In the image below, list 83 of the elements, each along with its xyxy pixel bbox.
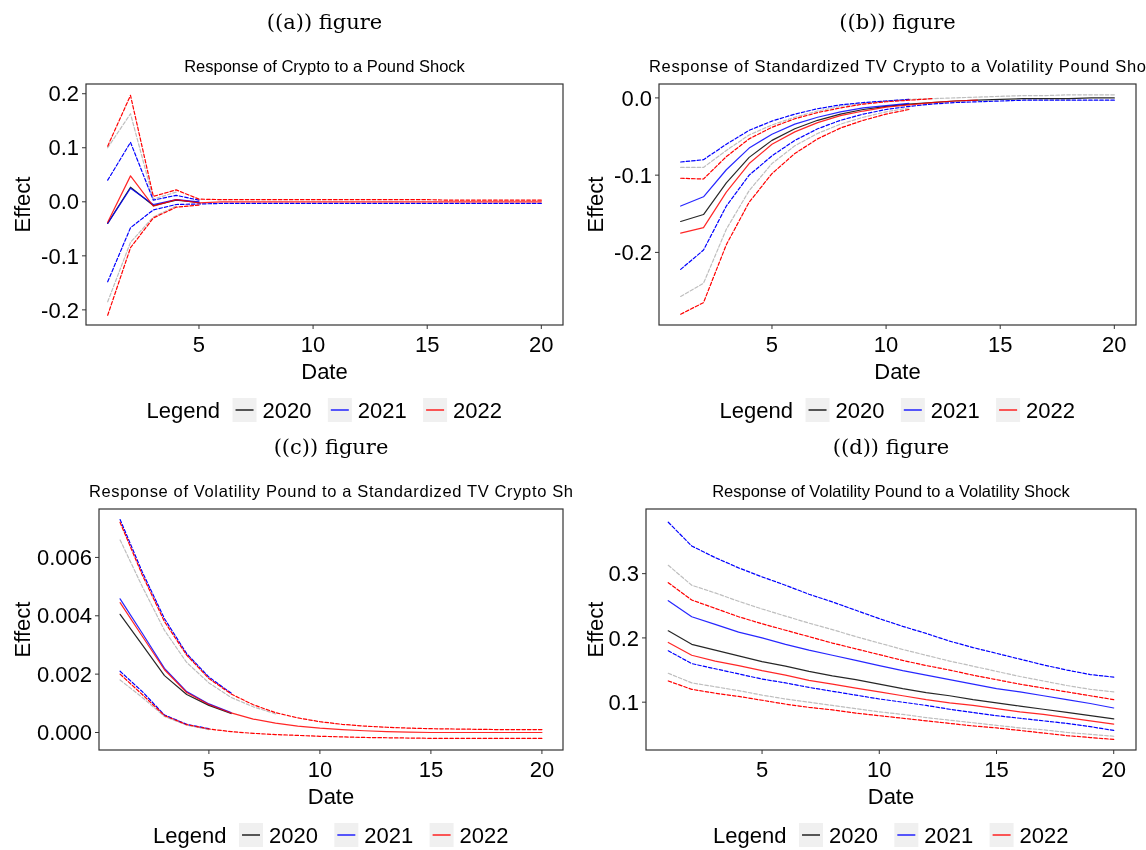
x-tick-label: 20 bbox=[1102, 331, 1127, 357]
y-tick-label: 0.1 bbox=[608, 689, 639, 715]
line-series bbox=[119, 679, 210, 731]
line-series bbox=[680, 98, 910, 163]
line-series bbox=[119, 518, 232, 694]
line-series bbox=[667, 641, 1115, 725]
line-series bbox=[119, 673, 543, 739]
x-tick-label: 15 bbox=[987, 331, 1013, 357]
x-tick-label: 5 bbox=[192, 331, 206, 357]
chart-title: Response of Volatility Pound to a Volatility Shock bbox=[712, 482, 1071, 500]
legend-label: 2022 bbox=[453, 397, 503, 423]
y-tick-label: 0.0 bbox=[621, 85, 652, 111]
line-series bbox=[119, 539, 277, 715]
legend-label: 2021 bbox=[930, 397, 980, 423]
line-series bbox=[680, 94, 1115, 169]
legend-label: 2021 bbox=[364, 822, 414, 848]
x-tick-label: 5 bbox=[765, 331, 779, 357]
legend-label: 2021 bbox=[924, 822, 974, 848]
chart-title: Response of Crypto to a Pound Shock bbox=[184, 57, 466, 75]
x-tick-label: 10 bbox=[300, 331, 326, 357]
y-axis-title: Effect bbox=[582, 601, 608, 658]
legend-label: 2020 bbox=[269, 822, 318, 848]
legend-title: Legend bbox=[146, 397, 221, 423]
y-tick-label: 0.006 bbox=[36, 545, 92, 571]
x-tick-label: 10 bbox=[873, 331, 899, 357]
y-tick-label: -0.2 bbox=[41, 297, 79, 323]
y-tick-label: 0.002 bbox=[36, 661, 92, 687]
line-series bbox=[667, 600, 1115, 709]
y-tick-label: -0.2 bbox=[614, 240, 652, 266]
text: ((a)) figure bbox=[266, 10, 383, 35]
y-tick-label: 0.004 bbox=[36, 603, 92, 629]
line-series bbox=[667, 680, 1115, 741]
legend-title: Legend bbox=[153, 822, 227, 848]
legend-label: 2022 bbox=[1026, 397, 1076, 423]
chart-title: Response of Volatility Pound to a Standardized TV Crypto Sh bbox=[89, 482, 573, 500]
y-tick-label: 0.1 bbox=[48, 135, 79, 161]
text: ((c)) figure bbox=[273, 435, 389, 460]
x-axis-title: Date bbox=[301, 358, 348, 384]
y-tick-label: 0.0 bbox=[48, 189, 79, 215]
line-series bbox=[680, 99, 1115, 270]
x-tick-label: 10 bbox=[307, 756, 333, 782]
y-tick-label: 0.2 bbox=[48, 81, 79, 107]
y-tick-label: -0.1 bbox=[41, 243, 79, 269]
legend-label: 2021 bbox=[357, 397, 407, 423]
y-tick-label: -0.1 bbox=[614, 162, 652, 188]
line-series bbox=[667, 564, 1115, 693]
x-tick-label: 15 bbox=[984, 756, 1009, 782]
x-axis-title: Date bbox=[874, 358, 921, 384]
x-tick-label: 20 bbox=[529, 331, 554, 357]
y-tick-label: 0.3 bbox=[608, 561, 639, 587]
line-series bbox=[667, 672, 1115, 737]
line-series bbox=[680, 99, 978, 234]
y-axis-title: Effect bbox=[9, 601, 35, 658]
legend-label: 2022 bbox=[1019, 822, 1069, 848]
line-series bbox=[680, 98, 933, 180]
x-tick-label: 20 bbox=[1101, 756, 1126, 782]
line-series bbox=[667, 582, 1115, 701]
text: ((b)) figure bbox=[839, 10, 956, 35]
line-series bbox=[667, 630, 1115, 720]
legend-title: Legend bbox=[713, 822, 787, 848]
x-tick-label: 5 bbox=[755, 756, 769, 782]
legend-title: Legend bbox=[719, 397, 794, 423]
x-tick-label: 10 bbox=[867, 756, 892, 782]
chart-title: Response of Standardized TV Crypto to a Volatility Pound Sho bbox=[649, 57, 1146, 75]
legend-label: 2022 bbox=[459, 822, 509, 848]
y-tick-label: 0.2 bbox=[608, 625, 639, 651]
line-series bbox=[667, 521, 1115, 678]
x-axis-title: Date bbox=[867, 783, 915, 809]
legend-label: 2020 bbox=[262, 397, 312, 423]
legend-label: 2020 bbox=[829, 822, 878, 848]
text: ((d)) figure bbox=[832, 435, 950, 460]
legend-label: 2020 bbox=[835, 397, 885, 423]
line-series bbox=[107, 205, 177, 303]
line-series bbox=[667, 650, 1115, 732]
y-axis-title: Effect bbox=[582, 176, 608, 233]
x-tick-label: 15 bbox=[418, 756, 444, 782]
y-tick-label: 0.000 bbox=[36, 720, 92, 746]
x-tick-label: 15 bbox=[414, 331, 440, 357]
x-axis-title: Date bbox=[307, 783, 355, 809]
x-tick-label: 20 bbox=[529, 756, 555, 782]
line-series bbox=[107, 113, 177, 200]
x-tick-label: 5 bbox=[202, 756, 216, 782]
y-axis-title: Effect bbox=[9, 176, 35, 233]
